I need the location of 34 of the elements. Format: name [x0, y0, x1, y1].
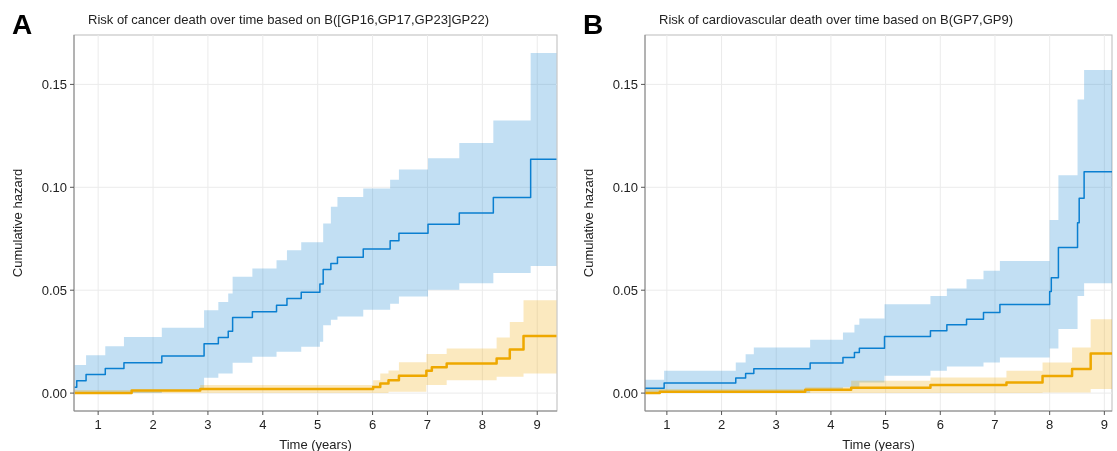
- y-tick-label: 0.00: [41, 385, 67, 401]
- x-tick-label: 6: [368, 417, 377, 432]
- x-axis-title: Time (years): [279, 437, 352, 451]
- x-tick-label: 8: [478, 417, 486, 432]
- x-tick-label: 7: [991, 417, 999, 432]
- text: B: [583, 9, 604, 40]
- text: A: [12, 9, 33, 40]
- x-axis-title: Time (years): [842, 437, 915, 451]
- y-tick-label: 0.10: [41, 179, 67, 195]
- y-tick-label: 0.10: [612, 179, 638, 195]
- x-tick-label: 6: [936, 417, 944, 432]
- y-tick-label: 0.00: [612, 385, 638, 401]
- x-tick-label: 1: [663, 417, 671, 432]
- x-tick-label: 5: [314, 417, 322, 432]
- x-tick-label: 5: [881, 417, 890, 432]
- x-tick-label: 9: [533, 417, 541, 432]
- x-tick-label: 3: [204, 417, 212, 432]
- y-axis-title: Cumulative hazard: [581, 168, 596, 278]
- chart-title: Risk of cancer death over time based on B([GP16,GP17,GP23]GP22): [88, 12, 490, 27]
- x-tick-label: 2: [717, 417, 726, 432]
- y-tick-label: 0.15: [41, 76, 67, 92]
- x-tick-label: 9: [1100, 417, 1108, 432]
- y-tick-label: 0.05: [612, 282, 638, 298]
- x-tick-label: 8: [1046, 417, 1054, 432]
- x-tick-label: 1: [94, 417, 102, 432]
- y-tick-label: 0.15: [612, 76, 638, 92]
- y-tick-label: 0.05: [41, 282, 67, 298]
- x-tick-label: 2: [149, 417, 157, 432]
- x-tick-label: 3: [772, 417, 780, 432]
- x-tick-label: 4: [259, 417, 267, 432]
- chart-title: Risk of cardiovascular death over time based on B(GP7,GP9): [659, 12, 1014, 27]
- x-tick-label: 7: [423, 417, 432, 432]
- y-axis-title: Cumulative hazard: [10, 168, 25, 278]
- x-tick-label: 4: [827, 417, 835, 432]
